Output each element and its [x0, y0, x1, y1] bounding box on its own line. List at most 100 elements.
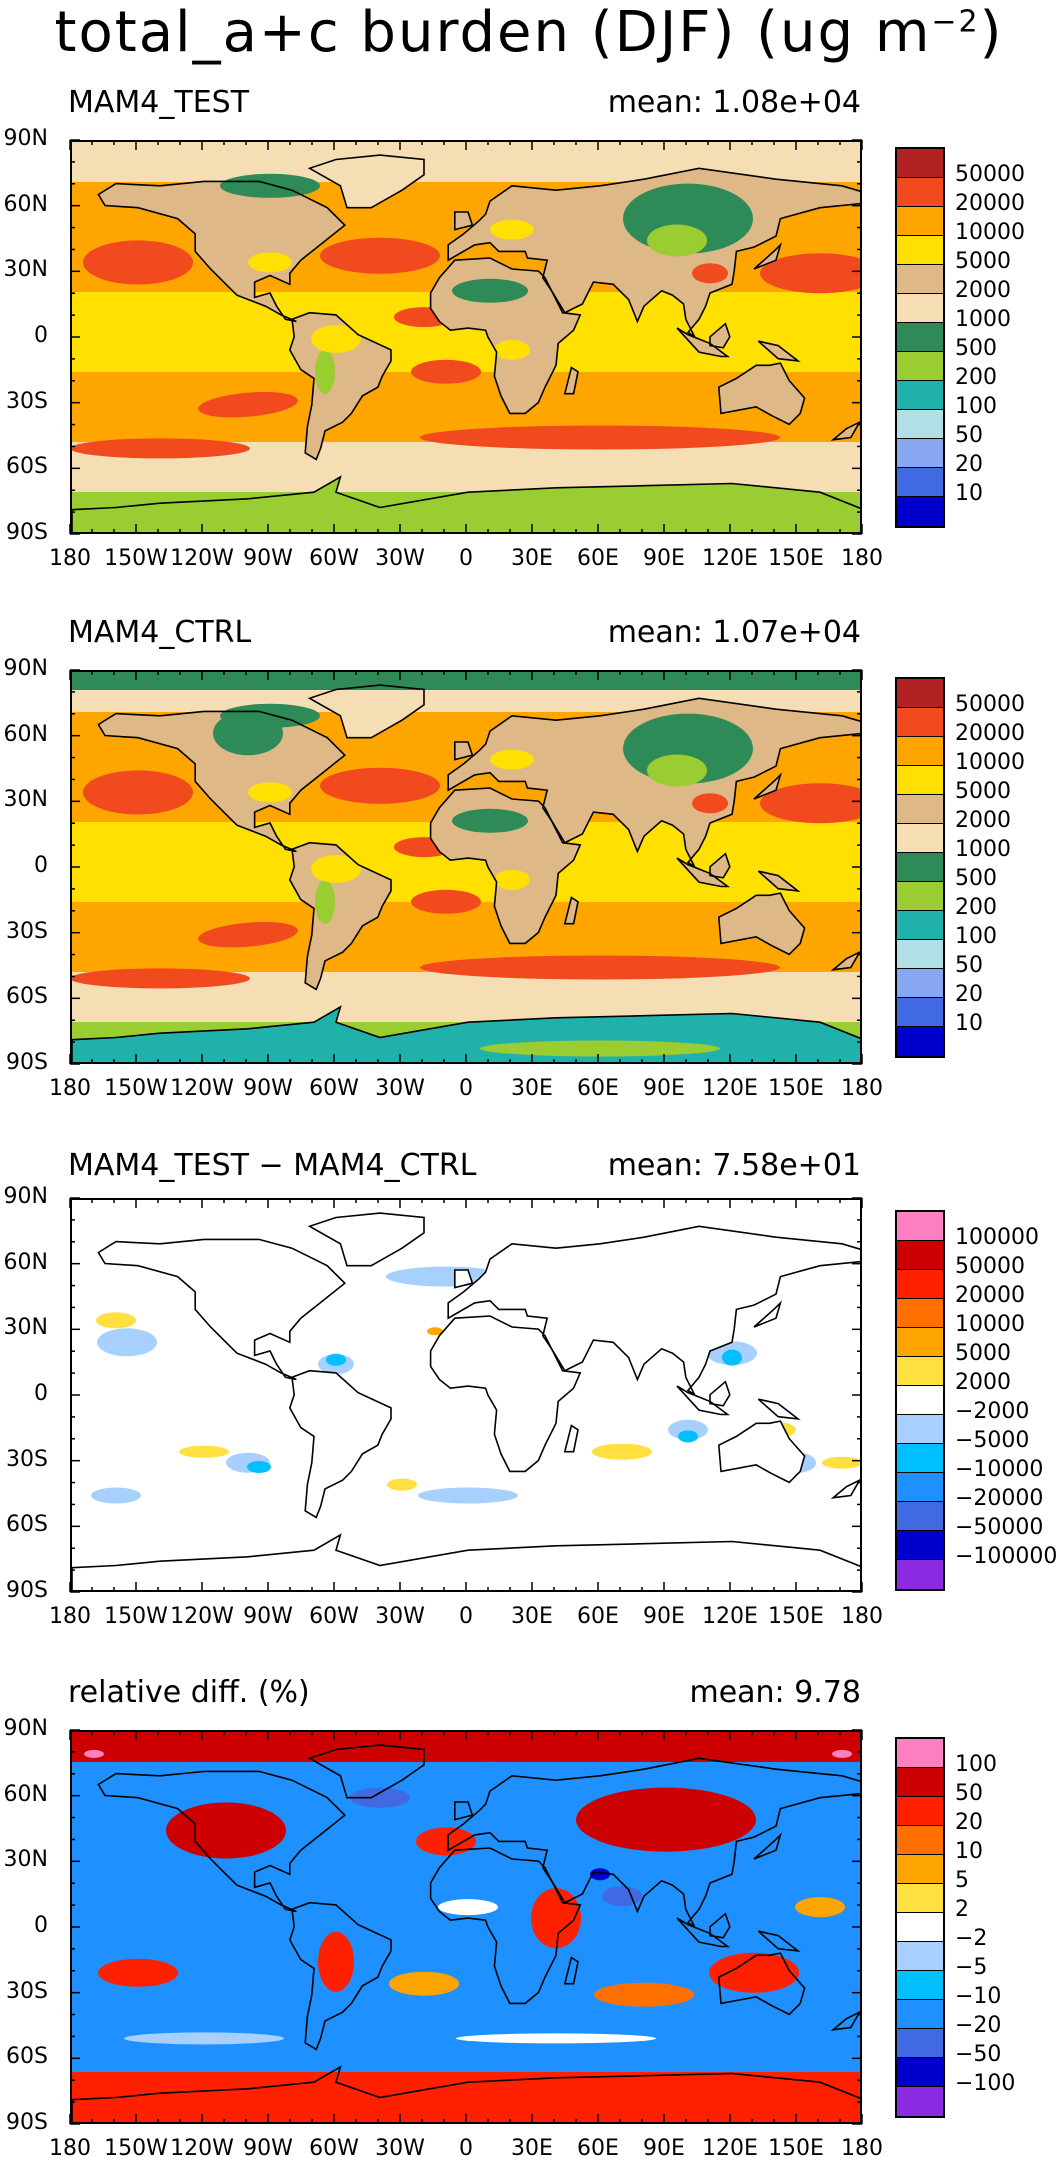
lon-tick-label: 0: [459, 546, 473, 571]
lat-tick-label: 90S: [6, 1578, 48, 1603]
lon-tick-label: 60W: [309, 1076, 359, 1101]
legend-label: 5000: [955, 779, 1011, 804]
coastline-antarctica: [72, 2065, 860, 2122]
lon-tick-label: 150E: [768, 1604, 824, 1629]
lat-tick-label: 60S: [6, 984, 48, 1010]
panel-relative-diff: relative diff. (%) mean: 9.78 90N 60N 30N 0 3…: [0, 1675, 1058, 2175]
legend-label: −20: [955, 2013, 1002, 2038]
coastline-ngu: [757, 340, 801, 363]
lon-tick-label: 90W: [243, 1604, 293, 1629]
lat-tick-label: 60N: [3, 1781, 48, 1807]
coastline-indonesia: [676, 1917, 731, 1948]
lon-tick-label: 150W: [104, 1076, 168, 1101]
coastline-samerica: [288, 1369, 392, 1519]
coastline-ngu: [757, 1398, 801, 1421]
map-svg: [72, 1732, 860, 2122]
figure-title-close: ): [979, 0, 1004, 65]
legend-label: 100: [955, 394, 997, 419]
lon-tick-label: 150E: [768, 546, 824, 571]
coastline-greenland: [307, 1744, 425, 1799]
map-plot: [70, 140, 862, 534]
legend-label: 2000: [955, 1370, 1011, 1395]
lon-tick-label: 90E: [643, 2136, 685, 2161]
legend-swatch: [897, 1884, 943, 1913]
legend-swatch: [897, 265, 943, 294]
lon-tick-label: 30W: [375, 2136, 425, 2161]
coastline-ngu: [757, 870, 801, 893]
coastline-eurasia: [447, 1225, 860, 1398]
legend-label: 200: [955, 365, 997, 390]
lon-tick-label: 30E: [511, 546, 553, 571]
lat-tick-label: 0: [34, 1913, 48, 1938]
coastline-uk: [454, 211, 474, 231]
lat-tick-label: 0: [34, 1381, 48, 1406]
coastline-antarctica: [72, 475, 860, 532]
legend-label: 50: [955, 1781, 983, 1806]
legend-swatch: [897, 1502, 943, 1531]
coastline-uk: [454, 1269, 474, 1289]
lon-tick-label: 120E: [702, 2136, 758, 2161]
legend-swatch: [897, 824, 943, 853]
panel-title: relative diff. (%): [68, 1675, 310, 1710]
legend-label: 20000: [955, 191, 1025, 216]
lon-tick-label: 0: [459, 1604, 473, 1629]
legend-label: 20: [955, 1810, 983, 1835]
legend-label: 2: [955, 1897, 969, 1922]
coastline-japan: [753, 1300, 783, 1328]
panel-difference: MAM4_TEST − MAM4_CTRL mean: 7.58e+01 90N 6…: [0, 1148, 1058, 1648]
legend-label: 100: [955, 924, 997, 949]
lon-tick-label: 90E: [643, 1076, 685, 1101]
lon-tick-label: 180: [841, 1076, 883, 1101]
legend-swatch: [897, 708, 943, 737]
legend-swatch: [897, 1855, 943, 1884]
coastline-ngu: [757, 1930, 801, 1953]
coastline-borneo: [709, 1380, 731, 1407]
legend-label: −5: [955, 1955, 988, 1980]
coastline-eurasia: [447, 697, 860, 870]
lon-tick-label: 90W: [243, 546, 293, 571]
legend-swatch: [897, 679, 943, 708]
lat-tick-label: 90N: [3, 1716, 48, 1741]
legend-label: −100000: [955, 1544, 1058, 1569]
coastline-japan: [753, 772, 783, 800]
legend-label: 100: [955, 1752, 997, 1777]
coastline-antarctica: [72, 1533, 860, 1590]
coastline-namerica: [97, 1238, 347, 1381]
legend-swatch: [897, 1473, 943, 1502]
color-legend: [895, 1737, 945, 2118]
legend-label: 50000: [955, 1254, 1025, 1279]
legend-label: 5: [955, 1868, 969, 1893]
lon-tick-label: 30E: [511, 2136, 553, 2161]
coastline-borneo: [709, 852, 731, 879]
legend-swatch: [897, 468, 943, 497]
contour-field: [72, 672, 860, 1062]
legend-swatch: [897, 1797, 943, 1826]
legend-swatch: [897, 911, 943, 940]
legend-swatch: [897, 1444, 943, 1473]
figure-title-exponent: −2: [931, 4, 980, 40]
figure-title: total_a+c burden (DJF) (ug m−2): [0, 0, 1058, 65]
legend-swatch: [897, 2029, 943, 2058]
lon-tick-label: 150W: [104, 546, 168, 571]
legend-swatch: [897, 1913, 943, 1942]
coastline-borneo: [709, 1912, 731, 1939]
lon-tick-label: 60E: [577, 2136, 619, 2161]
coastline-nz: [830, 2011, 860, 2031]
legend-label: 1000: [955, 837, 1011, 862]
map-plot: [70, 1730, 862, 2124]
legend-label: 1000: [955, 307, 1011, 332]
figure-title-text: total_a+c burden (DJF) (ug m: [54, 0, 932, 65]
contour-field: [72, 1732, 860, 2122]
legend-swatch: [897, 1768, 943, 1797]
lat-tick-label: 60S: [6, 2044, 48, 2070]
lon-tick-label: 180: [49, 546, 91, 571]
legend-label: 20000: [955, 1283, 1025, 1308]
legend-label: −2000: [955, 1399, 1030, 1424]
legend-label: 100000: [955, 1225, 1039, 1250]
coastlines: [72, 154, 860, 532]
legend-label: 50000: [955, 162, 1025, 187]
coastline-africa: [429, 257, 582, 415]
legend-label: 10000: [955, 220, 1025, 245]
color-legend: [895, 147, 945, 528]
coastline-greenland: [307, 1212, 425, 1267]
